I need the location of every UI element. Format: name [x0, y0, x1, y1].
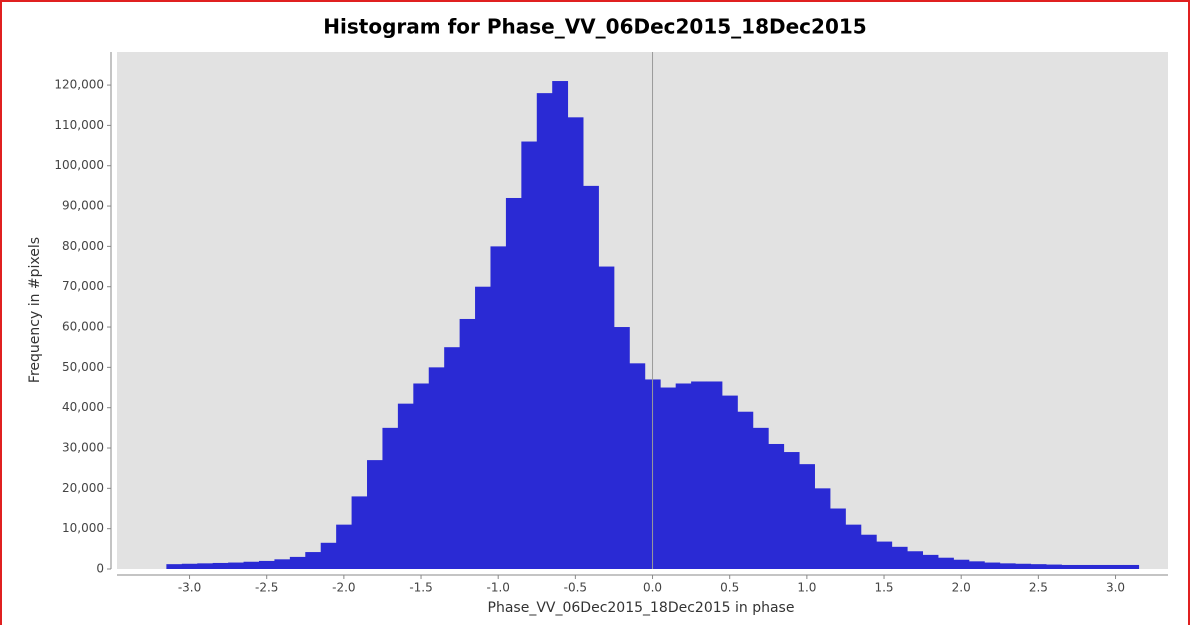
bar — [505, 197, 522, 569]
bar — [212, 562, 229, 569]
bar — [567, 117, 584, 569]
y-tick-label: 110,000 — [54, 118, 104, 132]
bar — [382, 427, 399, 569]
bar — [289, 556, 306, 569]
x-tick-label: 1.0 — [797, 581, 816, 595]
bar — [891, 546, 908, 569]
y-tick-label: 70,000 — [62, 279, 104, 293]
bar — [691, 381, 707, 569]
bar — [243, 561, 260, 569]
bar — [583, 185, 599, 569]
bar — [490, 246, 507, 569]
x-tick-label: -3.0 — [178, 581, 201, 595]
x-tick-label: -1.0 — [486, 581, 509, 595]
bar — [768, 443, 785, 569]
chart-title: Histogram for Phase_VV_06Dec2015_18Dec20… — [323, 15, 866, 39]
bar — [830, 508, 846, 569]
bar — [814, 488, 831, 569]
x-tick-label: 1.5 — [874, 581, 893, 595]
y-tick-label: 20,000 — [62, 481, 104, 495]
bar — [999, 563, 1016, 569]
bar — [968, 561, 985, 569]
bar — [181, 563, 198, 569]
x-tick-label: 0.5 — [720, 581, 739, 595]
bar — [876, 541, 893, 569]
bar — [752, 427, 769, 569]
x-tick-label: -2.5 — [255, 581, 278, 595]
bar — [907, 551, 924, 569]
bar — [629, 363, 646, 569]
y-tick-label: 40,000 — [62, 400, 104, 414]
y-tick-label: 30,000 — [62, 441, 104, 455]
x-tick-label: -0.5 — [564, 581, 587, 595]
x-tick-label: 0.0 — [643, 581, 662, 595]
bar — [197, 563, 214, 569]
bar — [521, 141, 538, 570]
bar — [536, 93, 553, 570]
bar — [783, 452, 800, 569]
bar — [166, 564, 183, 569]
x-tick-label: -2.0 — [332, 581, 355, 595]
bar — [305, 552, 322, 569]
y-tick-label: 0 — [96, 562, 104, 576]
bar — [320, 542, 337, 569]
bar — [413, 383, 430, 569]
bar — [675, 383, 692, 569]
bar — [984, 562, 1001, 569]
bar — [351, 496, 368, 569]
y-tick-label: 50,000 — [62, 360, 104, 374]
bar — [598, 266, 615, 569]
bar — [660, 387, 677, 569]
x-tick-label: 2.0 — [952, 581, 971, 595]
bar — [444, 347, 461, 569]
bar — [1107, 564, 1124, 569]
y-tick-label: 60,000 — [62, 320, 104, 334]
bar — [258, 560, 275, 569]
x-tick-label: 3.0 — [1106, 581, 1125, 595]
bar — [1046, 564, 1062, 569]
bar — [721, 395, 738, 569]
bar — [938, 557, 954, 569]
y-tick-label: 80,000 — [62, 239, 104, 253]
bar — [228, 562, 244, 569]
y-axis-label: Frequency in #pixels — [27, 237, 43, 383]
bar — [1092, 564, 1109, 569]
x-tick-label: 2.5 — [1029, 581, 1048, 595]
bar — [860, 534, 877, 569]
bar — [397, 403, 414, 569]
bar — [336, 524, 352, 569]
x-tick-label: -1.5 — [409, 581, 432, 595]
bar — [459, 318, 476, 569]
y-tick-label: 10,000 — [62, 521, 104, 535]
bar — [552, 81, 569, 569]
y-tick-label: 90,000 — [62, 199, 104, 213]
bar — [1123, 564, 1140, 569]
bar — [799, 464, 815, 569]
bar — [274, 559, 291, 569]
bar — [922, 554, 939, 569]
x-axis-label: Phase_VV_06Dec2015_18Dec2015 in phase — [488, 600, 795, 616]
bar — [428, 367, 445, 569]
y-tick-label: 100,000 — [54, 158, 104, 172]
bar — [475, 286, 491, 569]
y-tick-label: 120,000 — [54, 78, 104, 92]
bar — [1015, 563, 1032, 569]
bar — [845, 524, 862, 569]
bar — [1061, 564, 1078, 569]
bar — [613, 327, 630, 569]
bar — [706, 381, 723, 569]
bar — [737, 411, 754, 569]
bar — [1076, 564, 1093, 569]
bar — [953, 559, 970, 569]
bar — [367, 460, 383, 569]
bar — [1030, 564, 1047, 569]
